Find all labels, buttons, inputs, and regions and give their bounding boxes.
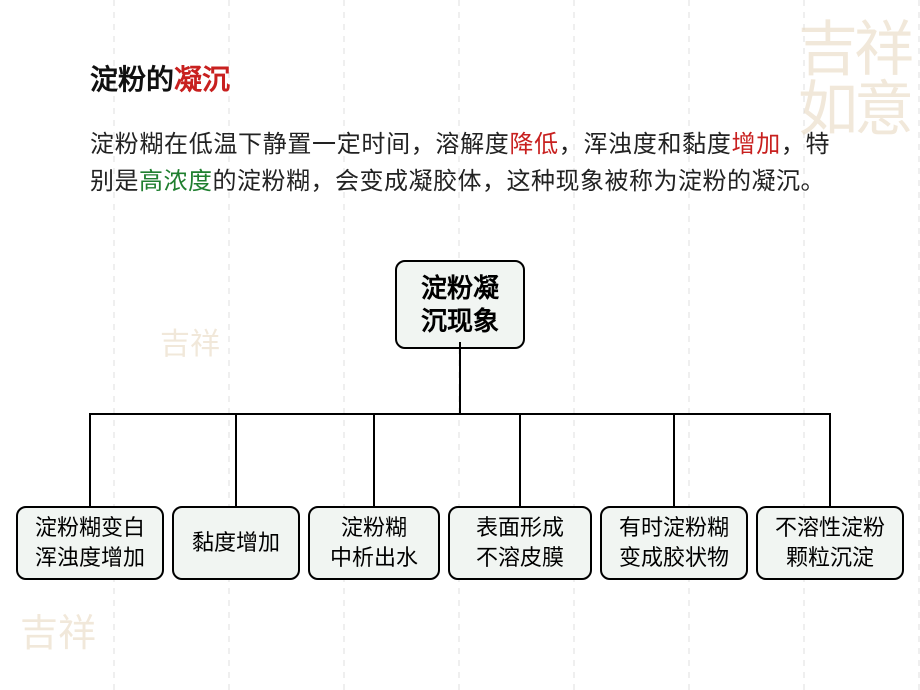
desc-r-span: 降低 — [509, 131, 558, 158]
decor-seal-bottom-2: 吉祥 — [20, 615, 96, 653]
retrogradation-tree: 淀粉凝 沉现象 淀粉糊变白 浑浊度增加黏度增加淀粉糊 中析出水表面形成 不溶皮膜… — [0, 260, 920, 580]
tree-child-node: 黏度增加 — [172, 506, 300, 580]
title-highlight: 凝沉 — [174, 64, 230, 95]
tree-child-node: 不溶性淀粉 颗粒沉淀 — [756, 506, 904, 580]
desc-span: ，浑浊度和黏度 — [559, 131, 732, 158]
tree-children-row: 淀粉糊变白 浑浊度增加黏度增加淀粉糊 中析出水表面形成 不溶皮膜有时淀粉糊 变成… — [0, 506, 920, 580]
description-paragraph: 淀粉糊在低温下静置一定时间，溶解度降低，浑浊度和黏度增加，特别是高浓度的淀粉糊，… — [90, 126, 830, 200]
slide-content: 淀粉的凝沉 淀粉糊在低温下静置一定时间，溶解度降低，浑浊度和黏度增加，特别是高浓… — [0, 0, 920, 220]
desc-span: 淀粉糊在低温下静置一定时间，溶解度 — [90, 131, 509, 158]
tree-child-node: 表面形成 不溶皮膜 — [448, 506, 592, 580]
tree-child-node: 淀粉糊变白 浑浊度增加 — [16, 506, 164, 580]
tree-child-node: 有时淀粉糊 变成胶状物 — [600, 506, 748, 580]
tree-connectors — [0, 342, 920, 512]
page-title: 淀粉的凝沉 — [90, 58, 830, 98]
desc-g-span: 高浓度 — [139, 168, 213, 195]
tree-child-node: 淀粉糊 中析出水 — [308, 506, 440, 580]
desc-r-span: 增加 — [732, 131, 781, 158]
desc-span: 的淀粉糊，会变成凝胶体，这种现象被称为淀粉的凝沉。 — [213, 168, 826, 195]
tree-root-node: 淀粉凝 沉现象 — [395, 260, 525, 349]
title-prefix: 淀粉的 — [90, 64, 174, 95]
